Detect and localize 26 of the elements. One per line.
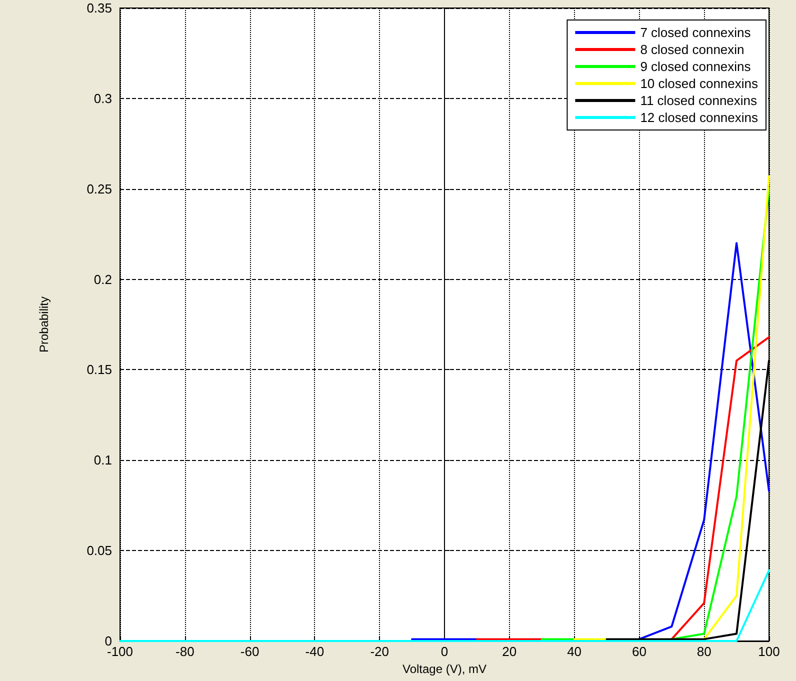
legend-label: 8 closed connexin [640, 42, 744, 57]
x-tick-label: 100 [758, 644, 780, 659]
y-tick-label: 0.1 [94, 452, 112, 468]
legend-label: 10 closed connexins [640, 76, 758, 91]
x-tick-label: 60 [632, 644, 646, 659]
y-tick-label: 0.2 [94, 272, 112, 287]
x-tick-label: 20 [502, 644, 517, 659]
y-axis-title: Probability [37, 296, 51, 353]
y-tick-label: 0.35 [86, 0, 112, 16]
y-tick-label: 0.3 [94, 90, 112, 106]
legend-label: 12 closed connexins [640, 110, 758, 125]
y-tick-label: 0.05 [86, 543, 112, 558]
x-tick-label: -80 [176, 644, 194, 659]
y-tick-label: 0 [104, 634, 112, 648]
y-tick-label: 0.25 [86, 181, 112, 196]
x-tick-label: -40 [305, 644, 324, 659]
x-tick-label: -60 [240, 644, 260, 659]
x-tick-label: 40 [567, 644, 582, 659]
legend-label: 7 closed connexins [640, 25, 752, 40]
x-tick-label: -20 [370, 644, 389, 659]
y-tick-label: 0.15 [86, 362, 112, 378]
x-axis-title: Voltage (V), mV [402, 662, 487, 676]
x-tick-label: 80 [696, 644, 712, 659]
x-tick-label: 0 [440, 644, 448, 659]
legend-label: 9 closed connexins [640, 59, 752, 74]
legend-label: 11 closed connexins [640, 93, 758, 108]
